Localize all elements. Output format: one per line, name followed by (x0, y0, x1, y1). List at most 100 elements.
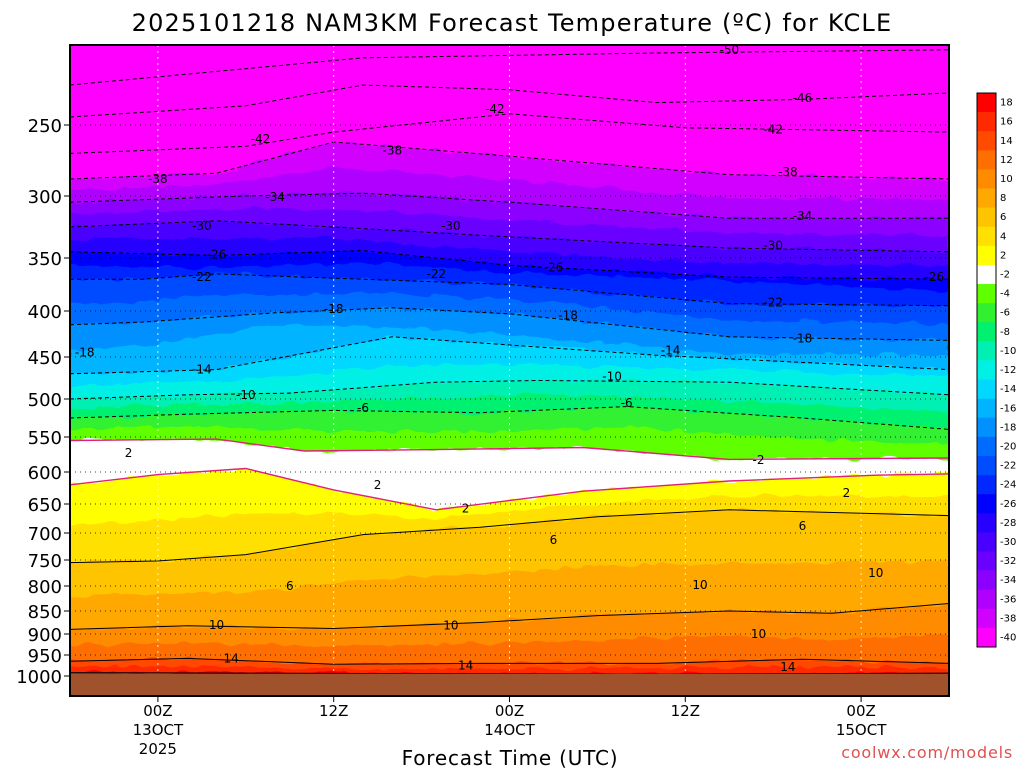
colorbar-label: 16 (1000, 117, 1013, 128)
contour-label: -22 (192, 270, 212, 284)
colorbar-swatch (977, 551, 996, 571)
contour-label: -34 (265, 190, 285, 204)
contour-label: 6 (799, 519, 807, 533)
colorbar-label: 8 (1000, 193, 1006, 204)
y-tick-label: 750 (28, 551, 62, 572)
colorbar-label: -8 (1000, 327, 1010, 338)
colorbar-label: -26 (1000, 499, 1016, 510)
colorbar-swatch (977, 608, 996, 629)
contour-label: -42 (485, 102, 505, 116)
colorbar-label: -4 (1000, 289, 1010, 300)
contour-10 (70, 603, 949, 630)
contour-label: 10 (209, 618, 224, 632)
contour-label: 10 (868, 566, 883, 580)
grid-lines (70, 45, 949, 696)
contour--50 (70, 49, 949, 86)
colorbar-label: -6 (1000, 308, 1010, 319)
colorbar-label: 2 (1000, 250, 1006, 261)
contour-2 (70, 467, 949, 511)
x-tick-year: 2025 (139, 740, 177, 758)
contour-label: -14 (192, 363, 212, 377)
plot-area: -50 -46 -42 -42 -42 -38 -38 -38 -34 -34 -30 -30 -30 -… (70, 45, 949, 696)
colorbar-swatch (977, 322, 996, 342)
colorbar-label: -36 (1000, 594, 1016, 605)
temperature-bands (70, 49, 949, 696)
contour--38 (70, 141, 949, 180)
contour-label: 10 (692, 578, 707, 592)
contour-label: -18 (324, 302, 344, 316)
y-tick-label: 550 (28, 428, 62, 449)
colorbar-swatch (977, 341, 996, 361)
contour-label: -6 (621, 396, 633, 410)
y-tick-label: 950 (28, 646, 62, 667)
y-tick-label: 1000 (16, 667, 62, 688)
colorbar-swatch (977, 360, 996, 380)
colorbar-swatch (977, 245, 996, 266)
contour-label: -30 (441, 219, 461, 233)
contour-label: -26 (544, 261, 564, 275)
x-tick-date: 15OCT (836, 721, 887, 739)
contour--26 (70, 250, 949, 280)
contour-label: -42 (763, 122, 783, 136)
colorbar-swatch (977, 379, 996, 399)
contour-label: 2 (374, 478, 382, 492)
contour-label: -18 (793, 332, 813, 346)
colorbar-label: -14 (1000, 384, 1016, 395)
colorbar-swatch (977, 131, 996, 151)
colorbar-label: 4 (1000, 231, 1006, 242)
colorbar-label: -24 (1000, 480, 1016, 491)
contour-label: -14 (661, 344, 681, 358)
colorbar-swatch (977, 264, 996, 285)
x-tick-date: 13OCT (133, 721, 184, 739)
colorbar-swatch (977, 284, 996, 304)
contour-label: 6 (286, 579, 294, 593)
colorbar-label: -22 (1000, 461, 1016, 472)
y-tick-label: 650 (28, 495, 62, 516)
y-tick-label: 250 (28, 116, 62, 137)
y-tick-label: 900 (28, 625, 62, 646)
y-tick-label: 700 (28, 524, 62, 545)
y-tick-label: 450 (28, 348, 62, 369)
colorbar-label: -12 (1000, 365, 1016, 376)
contour-label: -26 (207, 247, 227, 261)
contour-label: -18 (558, 309, 578, 323)
y-tick-label: 400 (28, 302, 62, 323)
contour-label: 10 (443, 619, 458, 633)
y-tick-label: 500 (28, 390, 62, 411)
colorbar-label: -20 (1000, 442, 1016, 453)
contour-label: -26 (924, 270, 944, 284)
colorbar-label: 12 (1000, 155, 1013, 166)
colorbar-swatch (977, 188, 996, 208)
y-tick-label: 300 (28, 187, 62, 208)
contour-label: -18 (75, 345, 95, 359)
contour-label: -6 (357, 401, 369, 415)
contour-label: 2 (843, 486, 851, 500)
colorbar-swatch (977, 417, 996, 438)
y-tick-label: 600 (28, 463, 62, 484)
contour-label: 2 (462, 502, 470, 516)
colorbar-swatch (977, 455, 996, 476)
y-axis: 2503003504004505005506006507007508008509… (16, 116, 70, 688)
colorbar-swatch (977, 169, 996, 189)
contour-label: -10 (236, 388, 256, 402)
colorbar-swatch (977, 207, 996, 228)
colorbar-label: -40 (1000, 633, 1016, 644)
colorbar-label: -28 (1000, 518, 1016, 529)
contour-18 (70, 672, 949, 675)
contour-label: -42 (251, 132, 271, 146)
colorbar-swatch (977, 150, 996, 170)
colorbar-swatch (977, 398, 996, 419)
x-tick-label: 12Z (671, 702, 700, 720)
x-axis-label: Forecast Time (UTC) (402, 746, 619, 768)
y-tick-label: 350 (28, 249, 62, 270)
contour--46 (70, 84, 949, 118)
colorbar-label: -2 (1000, 270, 1010, 281)
contour-label: -38 (148, 172, 168, 186)
colorbar-swatch (977, 589, 996, 610)
contour--42 (70, 113, 949, 154)
contour-label: -30 (192, 219, 212, 233)
x-tick-date: 14OCT (484, 721, 535, 739)
contour-label: -22 (763, 296, 783, 310)
